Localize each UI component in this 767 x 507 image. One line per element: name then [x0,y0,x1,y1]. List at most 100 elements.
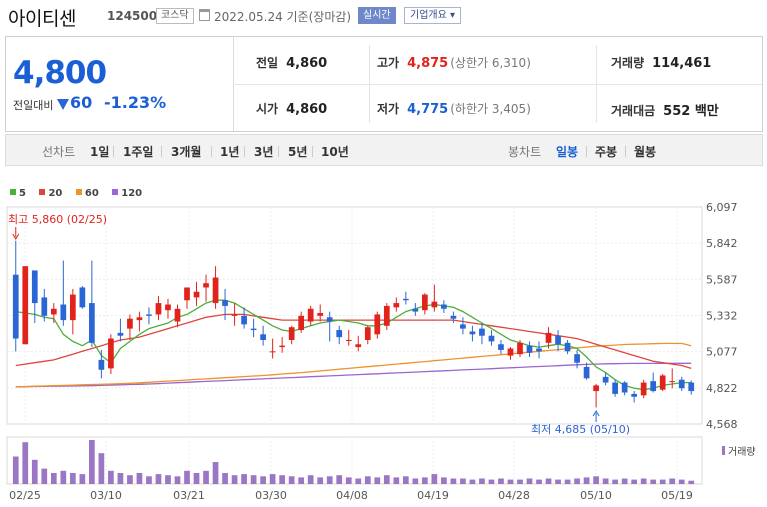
volume-bar [545,478,552,484]
y-tick-label: 4,822 [706,382,738,395]
x-tick-label: 04/28 [498,489,530,502]
x-tick-label: 05/19 [661,489,693,502]
candle-body [193,291,200,298]
volume-bar [564,479,571,484]
volume-bar [50,473,57,484]
candle-body [545,332,552,343]
high-value: 4,875 [407,56,449,71]
candle-body [517,342,523,355]
candle-body [288,327,295,340]
volume-bar [203,470,209,484]
volume-bar [98,453,105,484]
volume-bar [307,475,314,484]
volume-bar [488,479,495,484]
volume-bar [222,473,228,484]
volume-bar [555,479,561,484]
ma20-line [15,313,692,370]
open-cell: 시가 4,860 [256,100,327,117]
volume-bar [260,476,266,484]
candle-body [317,313,324,316]
volume-bar [69,473,76,484]
change-label: 전일대비 [13,99,54,112]
candle-body [98,359,105,370]
candle-body [336,330,343,338]
y-tick-label: 5,842 [706,237,738,250]
low-cell: 저가 4,775 (하한가 3,405) [377,100,531,117]
volume-bar [640,478,647,484]
candle-body [326,317,333,322]
candle-body [355,344,362,348]
candle-body [479,328,485,336]
tab-5y[interactable]: 5년 [288,145,308,159]
candle-body [307,308,314,322]
tab-weekly[interactable]: 주봉 [595,145,618,159]
high-annotation: 최고 5,860 (02/25) [8,213,107,226]
candle-body [678,379,685,389]
tab-1d[interactable]: 1일 [90,145,110,159]
company-overview-dropdown[interactable]: 기업개요 ▾ [404,7,461,24]
tab-1w[interactable]: 1주일 [123,145,154,159]
candle-body [165,304,171,311]
ma-legend: 5 20 60 120 [10,188,152,199]
candle-body [488,335,495,342]
volume-bar [678,479,685,484]
amount-cell: 거래대금 552 백만 [611,100,719,119]
volume-bar [231,475,238,484]
volume-bar [241,474,247,484]
candle-body [184,287,190,301]
x-tick-label: 02/25 [9,489,41,502]
ma5-line [15,299,692,391]
volume-bar [669,478,676,484]
candle-body [50,308,57,315]
tab-3y[interactable]: 3년 [254,145,274,159]
volume-bar [374,477,381,484]
candle-body [203,283,209,288]
volume-bar [383,475,390,484]
candle-body [364,327,371,340]
candle-body [69,294,76,321]
tab-1y[interactable]: 1년 [220,145,240,159]
market-badge: 코스닥 [156,8,194,24]
volume-bar [659,479,666,484]
realtime-button[interactable]: 실시간 [358,7,396,24]
legend-ma20: 20 [39,188,62,199]
candle-body [79,287,86,308]
candle-body [383,305,390,326]
volume-bar [688,480,695,484]
open-value: 4,860 [286,102,328,117]
tab-monthly[interactable]: 월봉 [634,145,657,159]
low-arrow-head [592,410,600,417]
candle-body [127,318,133,329]
amount-label: 거래대금 [611,104,656,118]
volume-cell: 거래량 114,461 [611,54,711,71]
volume-bar [574,478,580,484]
candle-body [412,308,419,312]
down-triangle-icon [57,99,69,110]
volume-bar [612,479,618,484]
candle-body [222,300,228,306]
col-divider [369,45,370,123]
candle-body [174,308,181,322]
candle-body [526,345,533,353]
candle-body [621,382,628,393]
volume-bar [479,478,485,484]
tab-10y[interactable]: 10년 [321,145,349,159]
tab-daily[interactable]: 일봉 [556,145,579,159]
candle-body [231,314,238,316]
volume-bar [12,456,19,484]
volume-plot-frame [6,436,703,485]
legend-ma5: 5 [10,188,26,199]
candle-body [460,324,466,329]
amount-value: 552 백만 [663,104,719,119]
candle-body [602,376,609,383]
tab-3m[interactable]: 3개월 [171,145,202,159]
candle-body [269,351,276,353]
volume-bar [621,478,628,484]
candle-body [41,297,48,316]
volume-bar [146,476,152,484]
volume-bar [526,478,533,484]
x-tick-label: 04/08 [336,489,368,502]
candle-body [631,393,638,397]
chart-period-tabs: 선차트 1일 1주일 3개월 1년 3년 5년 10년 봉차트 일봉 주봉 월봉 [5,134,763,166]
